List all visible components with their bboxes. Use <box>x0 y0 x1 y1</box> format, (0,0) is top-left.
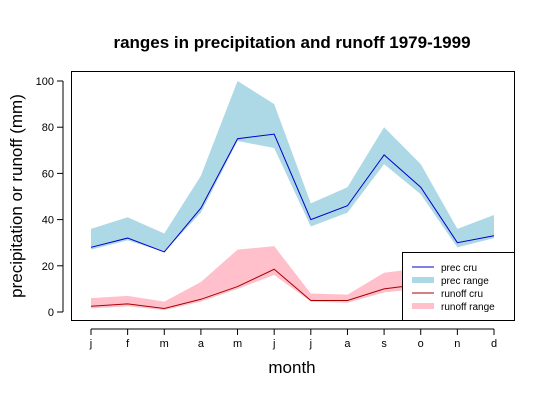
runoff-cru-legend-label: runoff cru <box>441 289 483 300</box>
x-tick-label: d <box>491 338 497 350</box>
plot-frame <box>71 71 515 321</box>
y-tick-label: 100 <box>36 76 54 88</box>
runoff-range-band <box>91 246 494 311</box>
x-tick-label: n <box>454 338 460 350</box>
chart-title: ranges in precipitation and runoff 1979-… <box>113 33 470 52</box>
x-tick-label: j <box>272 338 275 350</box>
x-tick-label: s <box>381 338 387 350</box>
x-tick-label: a <box>198 338 205 350</box>
prec-cru-line <box>90 133 495 253</box>
legend: prec cru prec range runoff cru runoff range <box>402 252 515 321</box>
runoff-range-legend-label: runoff range <box>441 302 495 313</box>
prec-cru-legend-label: prec cru <box>441 263 477 274</box>
x-tick-label: a <box>344 338 351 350</box>
x-axis-title: month <box>268 358 315 377</box>
x-tick-label: f <box>126 338 130 350</box>
x-tick-label: j <box>89 338 92 350</box>
x-tick-label: m <box>160 338 169 350</box>
range-bands <box>91 81 494 311</box>
x-tick-label: j <box>309 338 312 350</box>
y-axis-title: precipitation or runoff (mm) <box>7 94 26 298</box>
y-tick-label: 60 <box>42 168 54 180</box>
y-tick-label: 20 <box>42 261 54 273</box>
y-tick-label: 80 <box>42 122 54 134</box>
legend-box <box>402 252 515 321</box>
y-tick-label: 0 <box>48 307 54 319</box>
y-tick-label: 40 <box>42 215 54 227</box>
x-tick-label: o <box>418 338 424 350</box>
prec-range-band <box>91 81 494 252</box>
x-tick-label: m <box>233 338 242 350</box>
prec-range-legend-label: prec range <box>441 276 489 287</box>
y-axis: 0 20 40 60 80 100 <box>36 76 64 319</box>
